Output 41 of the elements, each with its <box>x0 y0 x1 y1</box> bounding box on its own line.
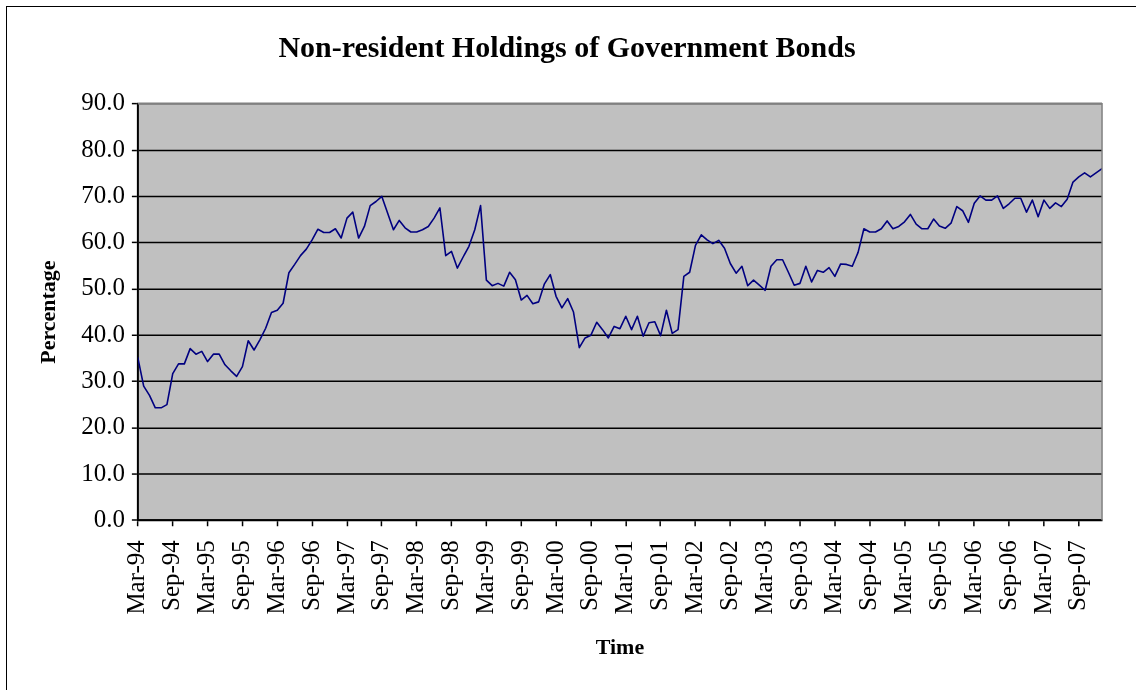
x-tick-label: Sep-01 <box>645 540 673 611</box>
x-tick-label: Mar-99 <box>470 540 498 615</box>
x-tick-label: Sep-96 <box>296 540 324 611</box>
x-tick-label: Sep-99 <box>505 540 533 611</box>
x-axis-title: Time <box>595 633 645 659</box>
x-tick-label: Mar-01 <box>610 540 638 615</box>
y-tick-label: 80.0 <box>81 134 125 162</box>
y-tick-label: 40.0 <box>81 319 125 347</box>
x-tick-label: Sep-00 <box>575 540 603 611</box>
x-tick-label: Mar-98 <box>401 540 429 615</box>
x-tick-label: Sep-03 <box>784 540 812 611</box>
y-tick-label: 50.0 <box>81 273 125 301</box>
y-tick-label: 10.0 <box>81 458 125 486</box>
y-tick-label: 0.0 <box>93 504 125 532</box>
chart-title: Non-resident Holdings of Government Bonds <box>278 29 856 63</box>
y-tick-label: 90.0 <box>81 88 125 116</box>
x-tick-label: Mar-95 <box>192 540 220 615</box>
x-tick-label: Mar-97 <box>331 540 359 615</box>
x-tick-label: Mar-00 <box>540 540 568 615</box>
y-tick-label: 30.0 <box>81 366 125 393</box>
x-tick-label: Mar-06 <box>958 540 986 615</box>
y-axis-title: Percentage <box>34 260 60 364</box>
x-tick-label: Sep-94 <box>157 539 185 611</box>
x-tick-label: Sep-02 <box>714 540 742 611</box>
x-tick-label: Sep-07 <box>1063 540 1091 611</box>
y-tick-label: 20.0 <box>81 412 125 440</box>
x-tick-label: Mar-96 <box>261 540 289 615</box>
x-tick-label: Mar-04 <box>819 539 847 615</box>
x-tick-label: Sep-98 <box>436 540 464 611</box>
x-tick-label: Mar-02 <box>680 540 708 615</box>
x-tick-label: Sep-05 <box>923 540 951 611</box>
x-tick-label: Mar-94 <box>122 539 150 615</box>
x-tick-label: Sep-04 <box>854 539 882 611</box>
x-tick-label: Sep-06 <box>993 540 1021 611</box>
x-tick-label: Mar-07 <box>1028 540 1056 615</box>
x-tick-label: Sep-97 <box>366 540 394 611</box>
x-tick-label: Mar-05 <box>889 540 917 615</box>
y-tick-label: 70.0 <box>81 180 125 208</box>
x-tick-label: Sep-95 <box>226 540 254 611</box>
x-tick-label: Mar-03 <box>749 540 777 615</box>
y-tick-label: 60.0 <box>81 227 125 255</box>
